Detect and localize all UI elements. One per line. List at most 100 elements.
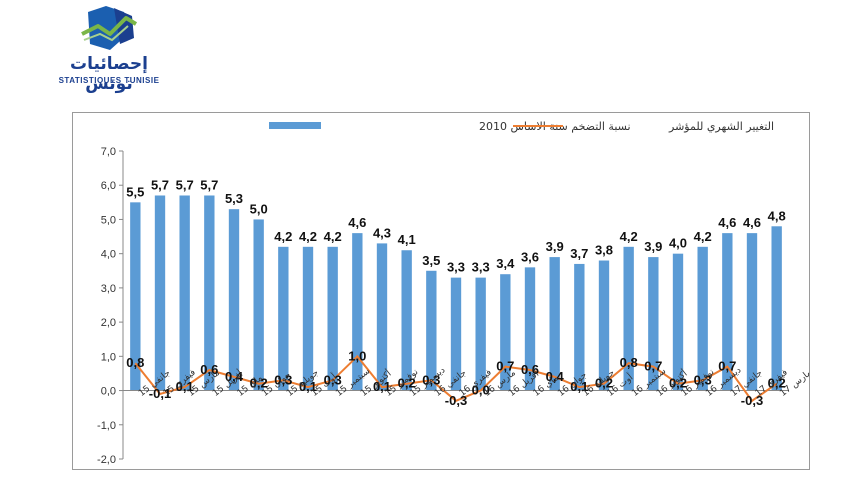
bar <box>450 277 462 391</box>
line-data-label: 0,7 <box>718 359 736 374</box>
bar-data-label: 3,9 <box>546 239 564 254</box>
bar-data-label: 4,6 <box>348 215 366 230</box>
bar <box>130 202 141 391</box>
bar-data-label: 4,2 <box>324 229 342 244</box>
bar-data-label: 4,8 <box>768 208 786 223</box>
bar-data-label: 5,7 <box>176 177 194 192</box>
bar-data-label: 3,6 <box>521 249 539 264</box>
bar-data-label: 3,7 <box>570 246 588 261</box>
bar <box>475 277 486 391</box>
line-data-label: 0,1 <box>373 379 391 394</box>
bar <box>376 243 388 391</box>
y-tick-label: 5,0 <box>101 214 116 226</box>
bar-data-label: 5,3 <box>225 191 243 206</box>
bar <box>179 195 190 391</box>
bar <box>672 253 684 391</box>
line-data-label: 0,3 <box>274 372 292 387</box>
inflation-chart: نسبة التضخم سنة الاساس 2010 التغيير الشهر… <box>97 120 809 466</box>
bar <box>253 219 264 391</box>
bar <box>500 274 511 391</box>
bar-data-label: 3,3 <box>472 260 490 275</box>
bar-data-label: 3,8 <box>595 243 613 258</box>
logo-latin-text: STATISTIQUES TUNISIE <box>58 76 160 85</box>
bar-data-label: 4,2 <box>694 229 712 244</box>
bar-data-label: 3,5 <box>422 253 440 268</box>
bar-data-label: 5,7 <box>151 177 169 192</box>
line-data-label: 0,1 <box>176 379 194 394</box>
line-data-label: 0,6 <box>200 362 218 377</box>
line-data-label: 0,7 <box>496 359 514 374</box>
line-data-label: 0,6 <box>521 362 539 377</box>
line-data-label: -0,3 <box>445 393 467 408</box>
bar <box>697 246 708 391</box>
line-data-label: 0,8 <box>126 355 144 370</box>
bar-data-label: 4,2 <box>299 229 317 244</box>
bar-data-label: 4,2 <box>274 229 292 244</box>
line-data-label: 0,2 <box>595 376 613 391</box>
y-tick-label: 6,0 <box>101 180 116 192</box>
bar <box>327 246 338 391</box>
bar-data-label: 3,9 <box>644 239 662 254</box>
y-tick-label: 7,0 <box>101 146 116 158</box>
logo-emblem-icon <box>81 6 138 50</box>
line-series <box>134 354 778 403</box>
line-data-label: 0,3 <box>324 372 342 387</box>
legend-line-label: التغيير الشهري للمؤشر <box>668 120 774 133</box>
y-tick-label: 4,0 <box>101 249 116 261</box>
bar <box>228 209 240 391</box>
bar <box>549 257 560 391</box>
legend-bar-swatch <box>269 122 321 129</box>
line-data-label: 0,7 <box>644 359 662 374</box>
line-data-label: -0,1 <box>149 386 171 401</box>
line-data-label: 0,4 <box>225 369 244 384</box>
bar-data-label: 4,0 <box>669 236 687 251</box>
bar-data-label: 3,4 <box>496 256 515 271</box>
y-tick-label: 0,0 <box>101 386 116 398</box>
bar-data-label: 4,6 <box>743 215 761 230</box>
logo: إحصائيات تونس STATISTIQUES TUNISIE <box>44 4 184 94</box>
line-data-label: 0,1 <box>570 379 588 394</box>
y-tick-label: 2,0 <box>101 317 116 329</box>
line-data-label: 0,2 <box>250 376 268 391</box>
line-data-label: 0,3 <box>422 372 440 387</box>
line-data-label: 0,8 <box>620 355 638 370</box>
y-tick-label: 1,0 <box>101 351 116 363</box>
bar <box>524 267 536 391</box>
bar <box>401 250 412 391</box>
line-data-label: 0,3 <box>694 372 712 387</box>
y-tick-label: -1,0 <box>97 420 116 432</box>
line-data-label: 0,1 <box>299 379 317 394</box>
bar <box>574 263 585 391</box>
bar-data-label: 4,1 <box>398 232 416 247</box>
line-data-label: 1,0 <box>348 348 366 363</box>
bar-data-label: 4,3 <box>373 225 391 240</box>
bar <box>771 226 782 391</box>
bar-data-label: 5,0 <box>250 201 268 216</box>
bar <box>746 233 758 391</box>
bar <box>598 260 610 391</box>
line-data-label: -0,3 <box>741 393 763 408</box>
bar <box>278 246 289 391</box>
bar <box>426 270 437 391</box>
bar <box>722 233 733 391</box>
line-data-label: 0,0 <box>472 383 490 398</box>
bar <box>648 257 659 391</box>
y-tick-label: -2,0 <box>97 454 116 466</box>
line-data-label: 0,2 <box>398 376 416 391</box>
y-tick-label: 3,0 <box>101 283 116 295</box>
bar <box>302 246 314 391</box>
bar-data-label: 5,7 <box>200 177 218 192</box>
logo-arabic-text: إحصائيات تونس <box>69 54 148 94</box>
line-data-label: 0,2 <box>669 376 687 391</box>
bar-data-label: 3,3 <box>447 260 465 275</box>
chart-frame: نسبة التضخم سنة الاساس 2010 التغيير الشهر… <box>72 112 810 470</box>
bar-data-label: 5,5 <box>126 184 144 199</box>
bar <box>623 246 634 391</box>
line-data-label: 0,2 <box>768 376 786 391</box>
bar <box>154 195 166 391</box>
bar-data-label: 4,6 <box>718 215 736 230</box>
bar <box>204 195 215 391</box>
bar-data-label: 4,2 <box>620 229 638 244</box>
bar <box>352 233 363 391</box>
line-data-label: 0,4 <box>546 369 565 384</box>
